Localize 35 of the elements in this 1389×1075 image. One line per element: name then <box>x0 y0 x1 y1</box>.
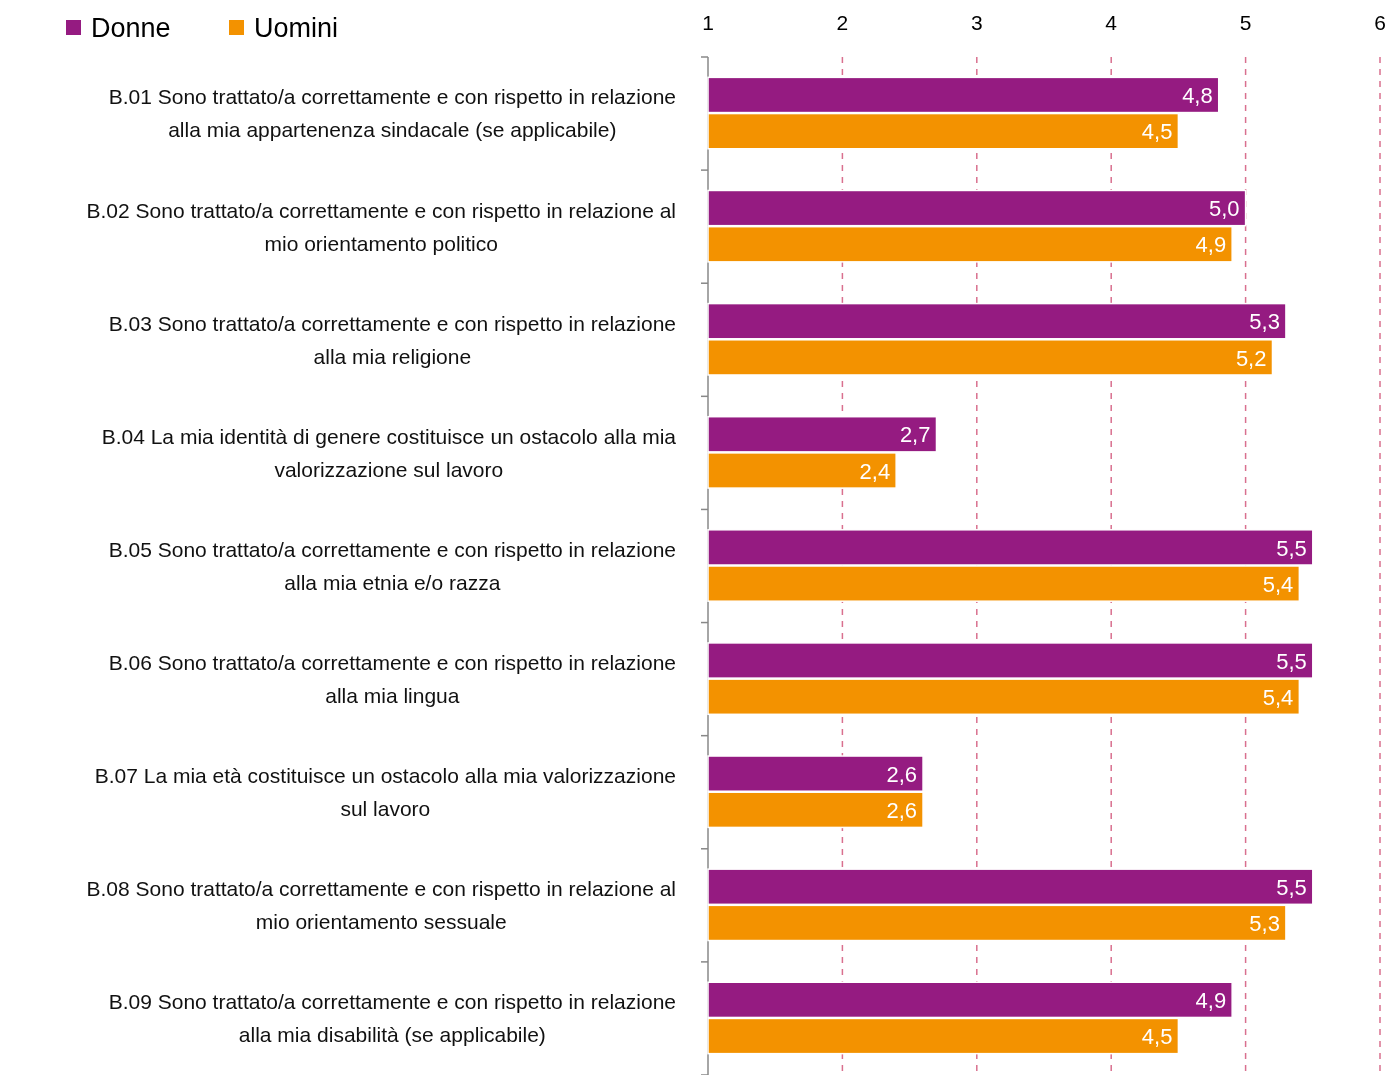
y-tick-label: B.07 La mia età costituisce un ostacolo alla mia valorizzazione sul lavoro <box>94 764 676 821</box>
data-label: 4,9 <box>1195 232 1227 258</box>
y-tick-label: B.09 Sono trattato/a correttamente e con rispetto in relazione alla mia disabilità (se applicabile) <box>108 990 676 1047</box>
data-label: 5,3 <box>1249 309 1280 335</box>
data-label: 4,5 <box>1141 1024 1173 1050</box>
data-label: 5,5 <box>1276 874 1307 900</box>
y-tick-label: B.04 La mia identità di genere costituisce un ostacolo alla mia valorizzazione sul lavoro <box>101 424 677 481</box>
x-tick-label: 6 <box>1374 11 1386 34</box>
data-label: 5,5 <box>1276 648 1307 674</box>
y-tick-label: B.01 Sono trattato/a correttamente e con rispetto in relazione alla mia appartenenza sindacale (se applicabile) <box>108 85 676 142</box>
data-label: 5,5 <box>1276 535 1307 561</box>
x-tick-label: 4 <box>1105 11 1118 34</box>
data-label: 2,6 <box>886 761 918 787</box>
data-label: 5,4 <box>1262 684 1294 710</box>
y-tick-label: B.05 Sono trattato/a correttamente e con rispetto in relazione alla mia etnia e/o razza <box>108 537 676 594</box>
data-label: 2,6 <box>886 798 918 824</box>
data-label: 4,9 <box>1195 988 1227 1014</box>
y-tick-label: B.08 Sono trattato/a correttamente e con rispetto in relazione al mio orientamento sessuale <box>86 877 676 934</box>
legend-label: Donne <box>91 13 171 44</box>
x-tick-label: 2 <box>836 11 849 34</box>
y-tick-label: B.02 Sono trattato/a correttamente e con rispetto in relazione al mio orientamento politico <box>86 198 676 255</box>
x-tick-label: 1 <box>702 11 714 34</box>
data-label: 5,4 <box>1262 571 1294 597</box>
data-label: 5,2 <box>1235 345 1267 371</box>
x-tick-label: 3 <box>970 11 983 34</box>
x-tick-label: 5 <box>1239 11 1252 34</box>
y-tick-label: B.06 Sono trattato/a correttamente e con rispetto in relazione alla mia lingua <box>108 650 676 707</box>
data-label: 5,0 <box>1209 196 1240 222</box>
data-label: 2,7 <box>899 422 931 448</box>
data-label: 4,5 <box>1141 119 1173 145</box>
data-label: 2,4 <box>859 458 891 484</box>
y-tick-label: B.03 Sono trattato/a correttamente e con rispetto in relazione alla mia religione <box>108 311 676 368</box>
data-label: 5,3 <box>1249 911 1280 937</box>
legend-label: Uomini <box>254 13 339 44</box>
data-label: 4,8 <box>1182 83 1213 109</box>
